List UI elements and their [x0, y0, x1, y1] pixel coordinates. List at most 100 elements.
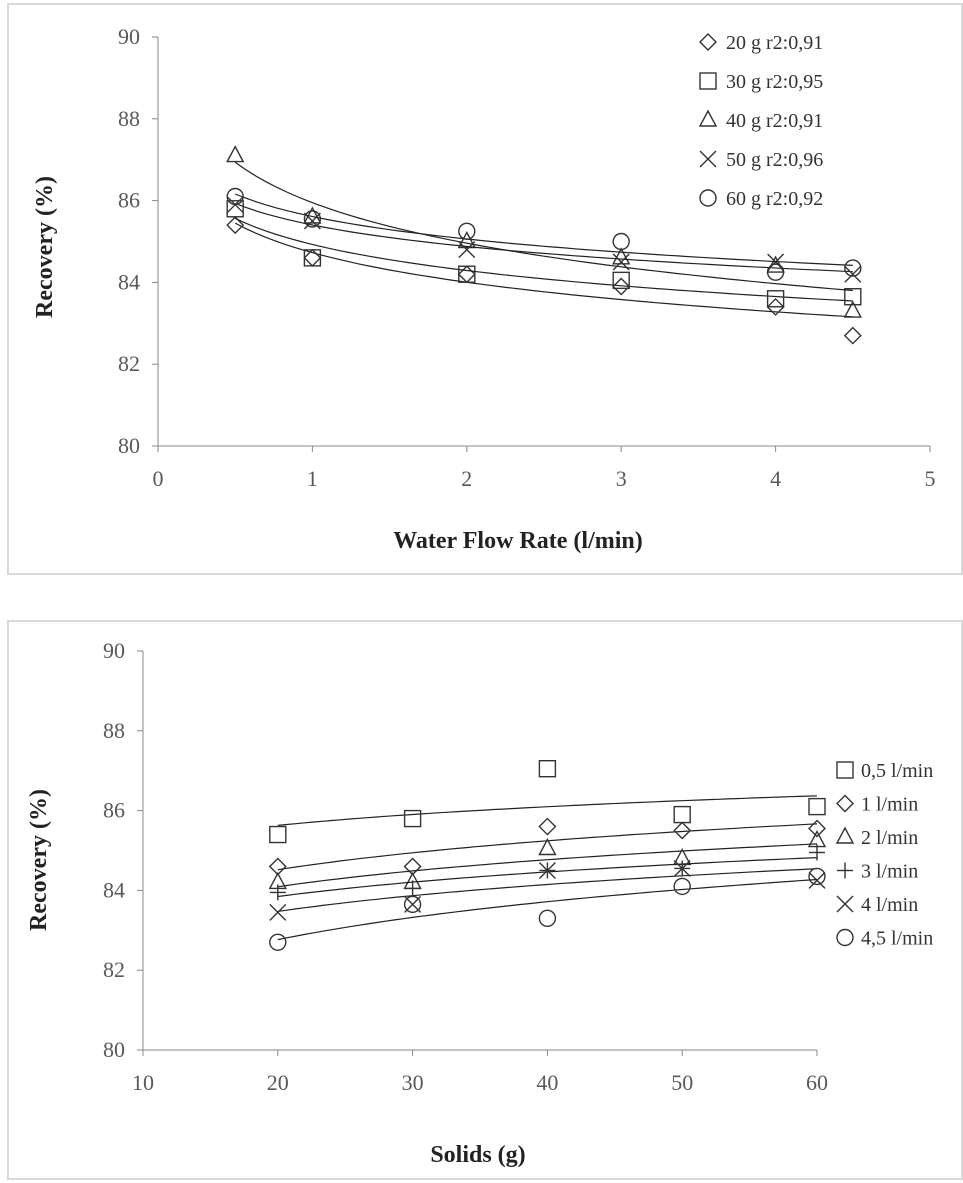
chart2-xtick-label: 10 [132, 1070, 154, 1095]
chart1-point [612, 247, 631, 265]
chart1-point [226, 145, 245, 163]
chart1-point-shape [226, 145, 245, 163]
chart2-legend-marker [836, 761, 854, 779]
chart1-point-shape [766, 263, 785, 281]
chart2-point [403, 809, 422, 828]
chart2-legend-marker [836, 794, 854, 813]
chart2-point [673, 805, 691, 824]
chart1-ytick-label: 88 [118, 106, 140, 131]
chart2-point-shape [538, 817, 557, 836]
chart2-point-shape [269, 933, 287, 951]
chart2-point [538, 909, 557, 928]
chart1-ytick-label: 86 [118, 188, 140, 213]
chart2-point [808, 871, 826, 889]
chart1-point-shape [612, 232, 630, 251]
chart1-trendline [234, 193, 853, 266]
chart1-point-shape [458, 265, 476, 283]
chart2-point-shape [808, 819, 826, 838]
chart1-point-shape [303, 249, 322, 267]
chart1-point [457, 231, 476, 249]
chart1-trendline [234, 202, 853, 273]
chart2-ytick-label: 90 [103, 638, 125, 663]
chart1-xtick-label: 4 [770, 466, 781, 491]
chart2-ytick-label: 84 [103, 877, 125, 902]
chart1-legend-label: 20 g r2:0,91 [726, 32, 823, 54]
chart1-point-shape [226, 187, 244, 206]
chart2-legend-marker-shape [836, 761, 854, 779]
chart1-legend-marker [699, 189, 717, 207]
chart1-point-stroke2 [844, 265, 862, 283]
chart1-point-shape [226, 216, 245, 235]
chart2-legend-marker [835, 826, 855, 844]
chart1-point [458, 265, 476, 283]
chart2-point [269, 884, 286, 901]
chart1-point-shape [843, 326, 862, 345]
chart2-legend-marker-shape [835, 826, 855, 844]
chart1-point-shape [766, 297, 785, 316]
chart1-point [766, 290, 785, 308]
chart2-trendline [277, 843, 818, 888]
chart2-xtick-label: 50 [671, 1070, 693, 1095]
chart2-legend-marker [837, 862, 853, 879]
chart2-point-shape [538, 909, 557, 928]
chart2-legend-marker-shape [836, 928, 854, 947]
chart1-point [226, 216, 245, 235]
chart1-legend-marker [699, 150, 717, 168]
chart1-point-shape [457, 231, 476, 249]
chart1-point [612, 232, 630, 251]
chart1-ylabel: Recovery (%) [32, 176, 58, 318]
chart1-point [303, 210, 322, 228]
chart2-ytick-label: 82 [103, 957, 125, 982]
chart1-point-shape [457, 265, 476, 284]
chart1-xlabel: Water Flow Rate (l/min) [393, 528, 643, 554]
chart1-point-shape [612, 271, 630, 290]
chart2-point [673, 821, 692, 840]
chart2-point [269, 825, 287, 844]
chart2-point [538, 817, 557, 836]
chart-panel-solids [7, 620, 963, 1180]
chart1-trendline [234, 161, 853, 292]
chart2-trendline [277, 878, 818, 941]
chart1-point-shape [226, 200, 244, 218]
chart1-point [612, 271, 630, 290]
chart2-point-shape [673, 805, 691, 824]
chart2-point-stroke2 [269, 903, 287, 921]
chart2-point [403, 895, 422, 914]
chart2-legend-label: 3 l/min [861, 861, 918, 883]
chart1-point [612, 277, 631, 296]
chart1-point-shape [612, 277, 631, 296]
chart1-legend-marker-shape [698, 109, 718, 127]
chart1-xtick-label: 2 [461, 466, 472, 491]
chart2-ylabel: Recovery (%) [26, 789, 52, 931]
chart2-xtick-label: 30 [402, 1070, 424, 1095]
chart1-point [843, 300, 862, 318]
chart1-point [226, 187, 244, 206]
chart2-point-shape [403, 895, 422, 914]
chart1-point-shape [766, 290, 785, 308]
chart1-point [457, 265, 476, 284]
chart1-point [458, 222, 476, 240]
chart1-point-shape [844, 288, 862, 306]
chart1-legend-marker [699, 33, 717, 51]
chart2-xtick-label: 40 [536, 1070, 558, 1095]
chart2-legend-label: 4 l/min [861, 894, 918, 916]
chart1-point [303, 249, 322, 267]
chart1-legend-marker-stroke2 [699, 150, 717, 168]
chart2-ytick-label: 80 [103, 1037, 125, 1062]
chart2-point-shape [808, 797, 826, 816]
chart2-ytick-label: 88 [103, 718, 125, 743]
chart1-trendline [234, 222, 853, 318]
chart1-ytick-label: 82 [118, 351, 140, 376]
chart2-point [673, 859, 691, 877]
chart2-point [269, 933, 287, 951]
chart1-xtick-label: 3 [616, 466, 627, 491]
chart1-point-stroke2 [458, 241, 476, 259]
chart2-point-shape [538, 760, 557, 778]
chart2-trendline [277, 868, 818, 912]
chart2-xtick-label: 60 [806, 1070, 828, 1095]
chart1-legend-marker [699, 72, 717, 90]
chart1-point-shape [458, 222, 476, 240]
chart1-point-stroke2 [303, 212, 321, 230]
chart2-point-shape [403, 809, 422, 828]
